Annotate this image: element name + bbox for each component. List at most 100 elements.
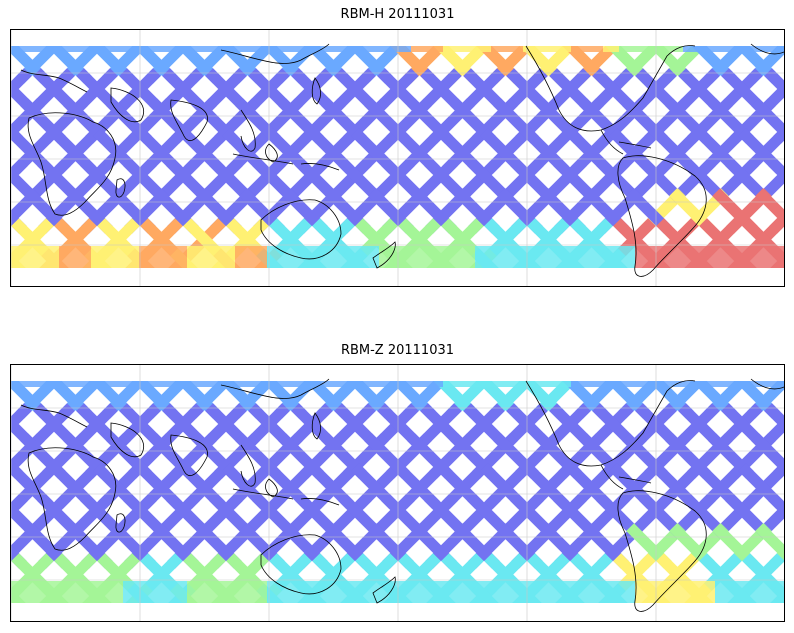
polar-swath-cell (763, 581, 779, 603)
polar-swath-cell (683, 46, 699, 52)
swath-segment (282, 188, 328, 234)
polar-swath-cell (203, 581, 219, 603)
polar-swath-cell (779, 581, 784, 603)
polar-swath-cell (555, 46, 571, 52)
swath-segment (455, 158, 501, 204)
swath-segment (390, 46, 406, 54)
polar-swath-cell (779, 246, 784, 268)
swath-segment (540, 523, 586, 569)
swath-segment (218, 381, 234, 389)
swath-segment (46, 46, 62, 54)
coastline-path (27, 447, 117, 551)
polar-swath-cell (155, 246, 171, 268)
swath-segment (338, 493, 384, 539)
swath-segment (480, 128, 526, 174)
swath-segment (68, 158, 114, 204)
swath-segment (454, 188, 500, 234)
swath-segment (46, 381, 62, 389)
swath-segment (394, 128, 440, 174)
polar-swath-cell (379, 381, 395, 387)
swath-segment (291, 68, 337, 114)
polar-swath-cell (43, 246, 59, 268)
swath-segment (665, 433, 711, 479)
polar-swath-cell (379, 246, 395, 268)
swath-segment (381, 158, 427, 204)
swath-segment (553, 493, 599, 539)
swath-segment (609, 128, 655, 174)
swath-segment (33, 403, 79, 449)
swath-segment (777, 381, 784, 388)
swath-segment (506, 403, 552, 449)
coastline-path (110, 422, 144, 458)
swath-segment (67, 523, 113, 569)
polar-swath-cell (107, 581, 123, 603)
polar-swath-cell (155, 581, 171, 603)
polar-swath-cell (155, 381, 171, 387)
polar-swath-cell (523, 381, 539, 387)
swath-segment (110, 188, 156, 234)
swath-segment (639, 493, 685, 539)
swath-segment (549, 68, 595, 114)
swath-segment (648, 381, 664, 389)
swath-segment (592, 403, 638, 449)
polar-swath-cell (267, 46, 283, 52)
polar-swath-cell (267, 381, 283, 387)
swath-segment (282, 523, 328, 569)
polar-swath-cell (315, 46, 331, 52)
swath-segment (222, 463, 268, 509)
polar-swath-cell (507, 381, 523, 387)
polar-swath-cell (459, 381, 475, 387)
polar-swath-cell (43, 46, 59, 52)
polar-swath-cell (571, 46, 587, 52)
polar-swath-cell (91, 246, 107, 268)
polar-swath-cell (171, 581, 187, 603)
swath-segment (166, 493, 212, 539)
swath-segment (50, 463, 96, 509)
polar-swath-cell (11, 246, 27, 268)
polar-swath-cell (283, 246, 299, 268)
polar-swath-cell (555, 581, 571, 603)
polar-swath-cell (75, 46, 91, 52)
swath-segment (132, 46, 148, 54)
swath-segment (678, 403, 724, 449)
polar-swath-cell (59, 246, 75, 268)
polar-swath-cell (347, 581, 363, 603)
polar-swath-cell (203, 246, 219, 268)
polar-swath-cell (27, 381, 43, 387)
swath-segment (519, 46, 535, 54)
coastline-path (260, 199, 342, 260)
map-canvas-rbm-h (11, 30, 784, 286)
swath-segment (695, 463, 741, 509)
swath-segment (11, 188, 41, 226)
polar-swath-cell (347, 246, 363, 268)
polar-swath-cell (219, 381, 235, 387)
polar-swath-cell (139, 381, 155, 387)
graticule (11, 30, 784, 286)
swath-segment (734, 46, 750, 54)
swath-segment (89, 381, 105, 389)
swath-segment (63, 433, 109, 479)
polar-swath-cell (187, 246, 203, 268)
swath-segment (240, 158, 286, 204)
swath-segment (68, 493, 114, 539)
swath-segment (278, 98, 324, 144)
polar-swath-cell (491, 246, 507, 268)
polar-swath-cell (411, 46, 427, 52)
polar-swath-cell (315, 581, 331, 603)
swath-segment (648, 381, 664, 389)
swath-segment (605, 381, 621, 389)
polar-swath-cell (123, 581, 139, 603)
swath-segment (25, 158, 71, 204)
polar-swath-cell (251, 381, 267, 387)
swath-segment (20, 98, 66, 144)
polar-swath-cell (715, 46, 731, 52)
coastline-path (115, 178, 126, 198)
swath-segment (652, 463, 698, 509)
polar-swath-cell (379, 581, 395, 603)
swath-segment (33, 68, 79, 114)
polar-swath-cell (443, 381, 459, 387)
swath-segment (261, 46, 277, 54)
swath-segment (635, 68, 681, 114)
polar-swath-cell (635, 381, 651, 387)
swath-segment (541, 158, 587, 204)
